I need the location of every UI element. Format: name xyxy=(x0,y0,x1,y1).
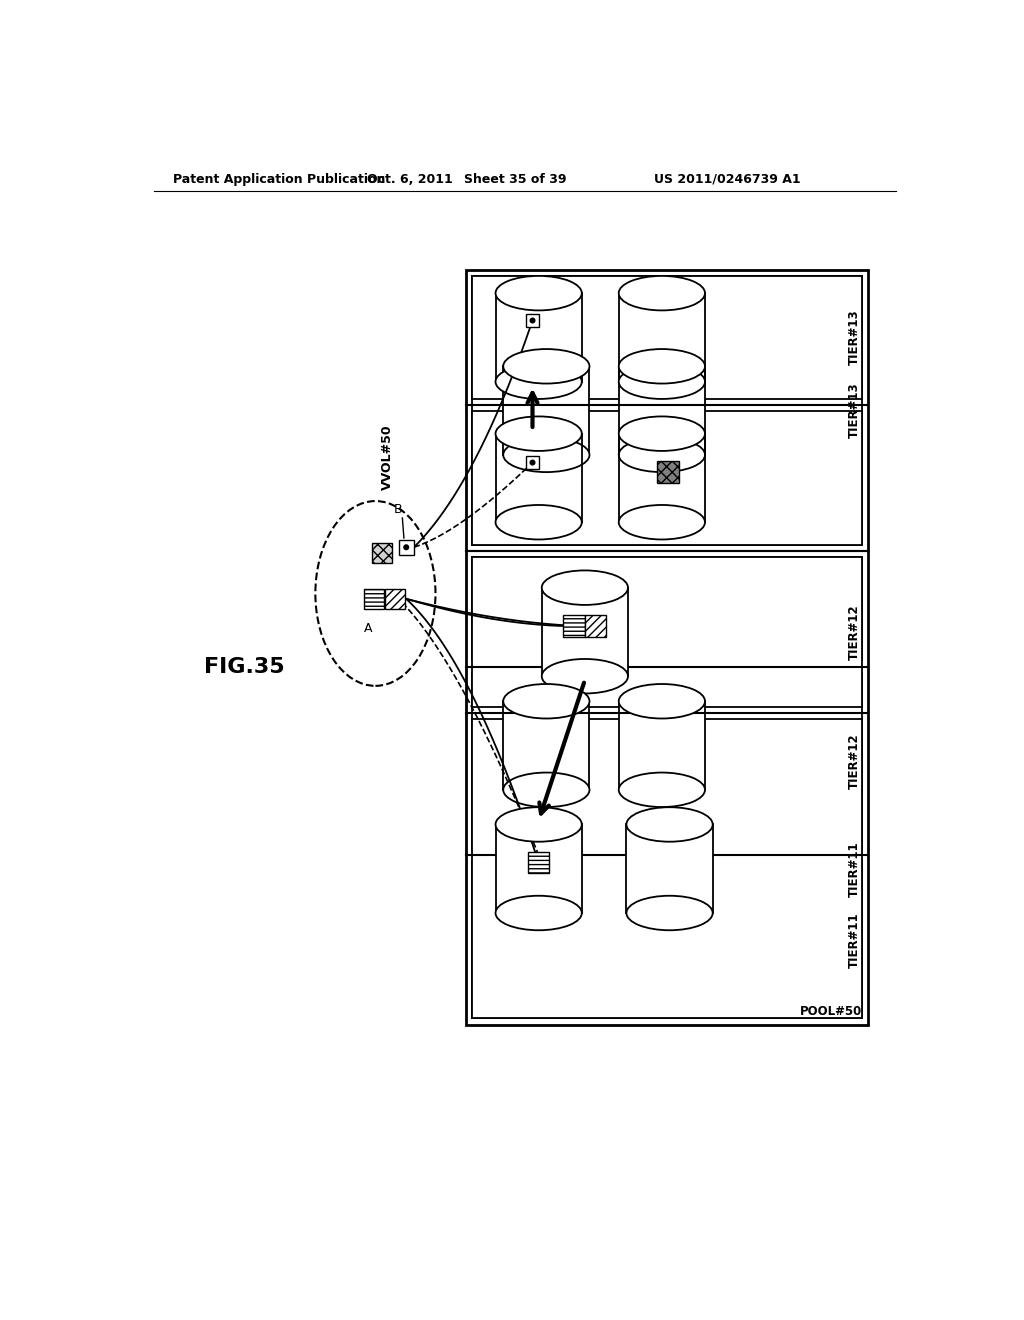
Bar xyxy=(472,673,862,849)
Bar xyxy=(472,862,862,1019)
Bar xyxy=(525,455,540,470)
Ellipse shape xyxy=(618,348,705,384)
Text: TIER#12: TIER#12 xyxy=(848,733,860,789)
Text: Patent Application Publication: Patent Application Publication xyxy=(173,173,385,186)
Ellipse shape xyxy=(618,438,705,473)
Circle shape xyxy=(530,461,535,465)
Text: TIER#11: TIER#11 xyxy=(848,841,860,896)
Bar xyxy=(472,276,862,399)
Bar xyxy=(472,411,862,545)
Text: Oct. 6, 2011: Oct. 6, 2011 xyxy=(368,173,453,186)
Bar xyxy=(503,701,590,789)
Bar xyxy=(528,851,550,874)
Bar xyxy=(627,825,713,913)
Text: Y: Y xyxy=(560,277,568,290)
Ellipse shape xyxy=(496,506,582,540)
Text: POOL#50: POOL#50 xyxy=(800,1006,862,1019)
Bar xyxy=(503,367,590,455)
Bar xyxy=(472,276,862,545)
Bar xyxy=(525,314,540,327)
Bar xyxy=(496,434,582,523)
Ellipse shape xyxy=(618,772,705,807)
Bar xyxy=(657,461,679,483)
Text: B: B xyxy=(394,503,402,516)
Bar xyxy=(585,615,606,636)
Ellipse shape xyxy=(496,896,582,931)
Bar xyxy=(618,293,705,381)
Bar xyxy=(618,367,705,455)
Ellipse shape xyxy=(627,896,713,931)
Text: A: A xyxy=(364,622,372,635)
Text: VVOL#50: VVOL#50 xyxy=(381,424,393,490)
Ellipse shape xyxy=(618,416,705,451)
Bar xyxy=(472,719,862,1019)
Text: TIER#11: TIER#11 xyxy=(848,912,860,968)
Ellipse shape xyxy=(542,570,628,605)
Ellipse shape xyxy=(496,364,582,399)
Bar xyxy=(563,615,585,636)
Bar xyxy=(542,587,628,676)
Bar xyxy=(466,271,868,1024)
Ellipse shape xyxy=(618,276,705,310)
Bar xyxy=(496,825,582,913)
Circle shape xyxy=(403,545,409,549)
Ellipse shape xyxy=(618,506,705,540)
Circle shape xyxy=(530,318,535,323)
Ellipse shape xyxy=(496,276,582,310)
Bar xyxy=(372,544,391,564)
Bar xyxy=(385,589,406,609)
Text: US 2011/0246739 A1: US 2011/0246739 A1 xyxy=(654,173,801,186)
Ellipse shape xyxy=(503,348,590,384)
Text: TIER#13: TIER#13 xyxy=(848,383,860,438)
Ellipse shape xyxy=(627,808,713,842)
Bar xyxy=(472,557,862,660)
Text: X: X xyxy=(543,919,551,932)
Ellipse shape xyxy=(503,438,590,473)
Bar xyxy=(398,540,414,554)
Text: TIER#13: TIER#13 xyxy=(848,310,860,366)
Ellipse shape xyxy=(496,808,582,842)
Ellipse shape xyxy=(503,772,590,807)
Ellipse shape xyxy=(618,364,705,399)
Ellipse shape xyxy=(542,659,628,693)
Ellipse shape xyxy=(618,684,705,718)
Text: FIG.35: FIG.35 xyxy=(204,656,285,677)
Text: TIER#12: TIER#12 xyxy=(848,605,860,660)
Bar xyxy=(618,701,705,789)
Bar xyxy=(618,434,705,523)
Bar xyxy=(472,557,862,706)
Bar xyxy=(364,589,384,609)
Text: Sheet 35 of 39: Sheet 35 of 39 xyxy=(464,173,567,186)
Ellipse shape xyxy=(496,416,582,451)
Bar xyxy=(496,293,582,381)
Ellipse shape xyxy=(503,684,590,718)
